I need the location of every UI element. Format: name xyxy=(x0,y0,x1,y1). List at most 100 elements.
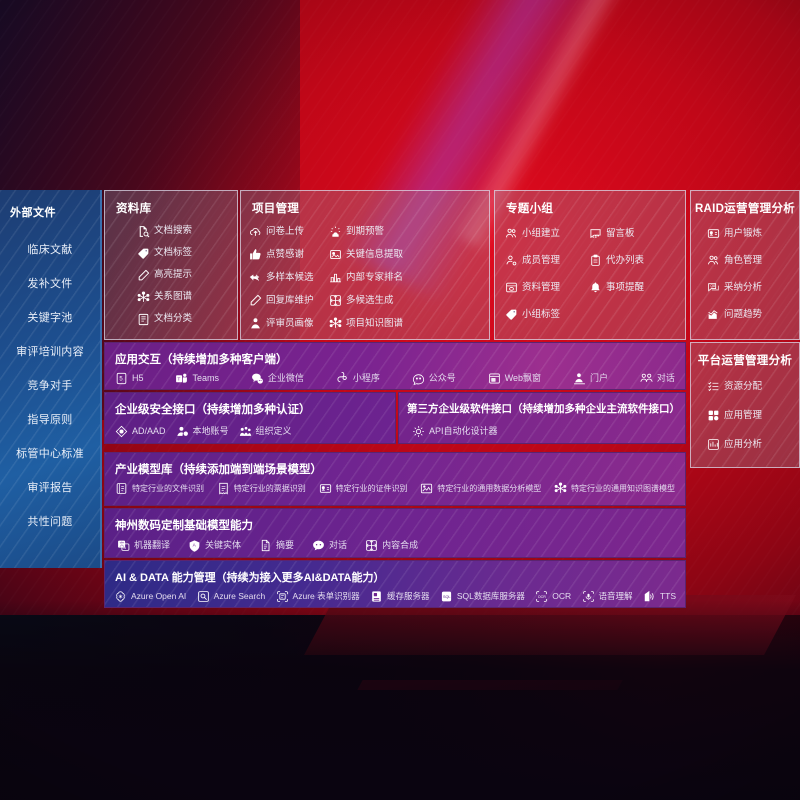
item-web-floating-window[interactable]: Web飘窗 xyxy=(488,370,541,387)
sidebar-item-review-report[interactable]: 审评报告 xyxy=(27,482,73,494)
file-recognition-icon xyxy=(115,482,128,495)
item-internal-expert-ranking[interactable]: 内部专家排名 xyxy=(327,266,407,289)
item-document-tag[interactable]: 文档标签 xyxy=(135,242,237,264)
item-issue-trend[interactable]: 问题趋势 xyxy=(705,301,799,328)
item-id-recognition[interactable]: 特定行业的证件识别 xyxy=(319,480,408,497)
chat-icon xyxy=(312,539,325,552)
panel-library: 资料库 文档搜索 文档标签 高亮提示 关系图谱 文档分类 xyxy=(104,190,238,340)
item-label: 多样本候选 xyxy=(266,271,314,283)
item-label: 组织定义 xyxy=(255,426,292,436)
item-file-recognition[interactable]: 特定行业的文件识别 xyxy=(115,480,204,497)
sidebar-item-competitors[interactable]: 竞争对手 xyxy=(27,380,73,392)
item-adoption-analysis[interactable]: QA 采纳分析 xyxy=(705,274,799,301)
item-receipt-recognition[interactable]: 特定行业的票据识别 xyxy=(217,480,306,497)
band-app-interaction: 应用交互（持续增加多种客户端） 5 H5 T Teams 企业微信 小程序 公众… xyxy=(104,342,686,390)
item-resource-allocation[interactable]: 资源分配 xyxy=(705,372,799,401)
band-third-party-items: API自动化设计器 xyxy=(399,419,685,443)
clipboard-task-icon xyxy=(589,254,602,267)
item-multi-candidate-generation[interactable]: 多候选生成 xyxy=(327,289,407,312)
item-azure-openai[interactable]: Azure Open AI xyxy=(114,588,186,605)
item-group-tag[interactable]: 小组标签 xyxy=(503,301,587,328)
item-label: 高亮提示 xyxy=(154,269,193,281)
cloud-upload-icon xyxy=(249,225,262,238)
item-org-definition[interactable]: 组织定义 xyxy=(237,422,300,441)
item-speech-understanding[interactable]: 语音理解 xyxy=(582,588,633,605)
item-message-board[interactable]: 留言板 xyxy=(587,220,671,247)
item-local-account[interactable]: 本地账号 xyxy=(174,422,237,441)
item-app-analysis[interactable]: 应用分析 xyxy=(705,430,799,459)
item-app-management[interactable]: 应用管理 xyxy=(705,401,799,430)
item-chat[interactable]: 对话 xyxy=(310,536,363,555)
item-item-reminder[interactable]: 事项提醒 xyxy=(587,274,671,301)
sidebar-item-clinical-literature[interactable]: 临床文献 xyxy=(27,244,73,256)
item-key-entity[interactable]: A 关键实体 xyxy=(186,536,257,555)
item-label: 文档标签 xyxy=(154,247,193,259)
sidebar-title: 外部文件 xyxy=(10,207,56,219)
item-highlight-hint[interactable]: 高亮提示 xyxy=(135,264,237,286)
item-user-training[interactable]: 用户锻炼 xyxy=(705,220,799,247)
item-multi-sample-candidates[interactable]: 多样本候选 xyxy=(247,266,327,289)
item-ocr[interactable]: OCR OCR xyxy=(535,588,571,605)
item-key-info-extract[interactable]: 关键信息提取 xyxy=(327,243,407,266)
item-api-designer[interactable]: API自动化设计器 xyxy=(407,421,503,442)
item-label: 关键实体 xyxy=(205,540,242,550)
item-group-creation[interactable]: 小组建立 xyxy=(503,220,587,247)
item-official-account[interactable]: 公众号 xyxy=(412,370,456,387)
item-label: 资源分配 xyxy=(724,380,763,392)
sidebar-item-review-training[interactable]: 审评培训内容 xyxy=(16,346,84,358)
item-data-analysis-model[interactable]: 特定行业的通用数据分析模型 xyxy=(420,480,541,497)
panel-project-management: 项目管理 问卷上传 到期预警 点赞感谢 关键信息提取 多样本候选 xyxy=(240,190,490,340)
search-box-icon xyxy=(197,590,210,603)
item-h5[interactable]: 5 H5 xyxy=(115,370,144,387)
item-reply-library-maintenance[interactable]: 回复库维护 xyxy=(247,289,327,312)
id-recognition-icon xyxy=(319,482,332,495)
message-board-icon xyxy=(589,227,602,240)
item-label: 小组标签 xyxy=(522,308,561,320)
item-todo-list[interactable]: 代办列表 xyxy=(587,247,671,274)
item-relation-graph[interactable]: 关系图谱 xyxy=(135,286,237,308)
item-knowledge-graph-model[interactable]: 特定行业的通用知识图谱模型 xyxy=(554,480,675,497)
panel-topic-group: 专题小组 小组建立 留言板 成员管理 代办列表 资料管理 xyxy=(494,190,686,340)
item-ad-aad[interactable]: AD/AAD xyxy=(113,422,174,441)
org-definition-icon xyxy=(239,425,252,438)
item-teams[interactable]: T Teams xyxy=(175,370,219,387)
item-label: 特定行业的文件识别 xyxy=(132,483,204,493)
item-sql-database-server[interactable]: SQL SQL数据库服务器 xyxy=(440,588,525,605)
item-document-search[interactable]: 文档搜索 xyxy=(135,220,237,242)
panel-group-items: 小组建立 留言板 成员管理 代办列表 资料管理 事项提醒 xyxy=(495,220,685,328)
item-label: Azure 表单识别器 xyxy=(292,591,360,602)
item-due-warning[interactable]: 到期预警 xyxy=(327,220,407,243)
item-like-thanks[interactable]: 点赞感谢 xyxy=(247,243,327,266)
item-wechat-work[interactable]: 企业微信 xyxy=(251,370,304,387)
openai-icon xyxy=(114,590,127,603)
item-label: 应用管理 xyxy=(724,409,763,421)
item-azure-form-recognizer[interactable]: Azure 表单识别器 xyxy=(276,588,360,605)
item-content-synthesis[interactable]: 内容合成 xyxy=(363,536,434,555)
item-document-classification[interactable]: 文档分类 xyxy=(135,308,237,330)
sidebar-item-guidelines[interactable]: 指导原则 xyxy=(27,414,73,426)
item-material-management[interactable]: 资料管理 xyxy=(503,274,587,301)
item-reviewer-portrait[interactable]: 评审员画像 xyxy=(247,312,327,335)
official-account-icon xyxy=(412,372,425,385)
tts-icon xyxy=(643,590,656,603)
item-portal[interactable]: 门户 xyxy=(573,370,608,387)
sidebar-item-keyword-pool[interactable]: 关键字池 xyxy=(27,312,73,324)
item-questionnaire-upload[interactable]: 问卷上传 xyxy=(247,220,327,243)
item-tts[interactable]: TTS xyxy=(643,588,676,605)
item-role-management[interactable]: 角色管理 xyxy=(705,247,799,274)
item-summary[interactable]: 摘要 xyxy=(257,536,310,555)
item-mini-program[interactable]: 小程序 xyxy=(336,370,380,387)
web-window-icon xyxy=(488,372,501,385)
item-dialog[interactable]: 对话 xyxy=(640,370,675,387)
item-project-knowledge-graph[interactable]: 项目知识图谱 xyxy=(327,312,407,335)
item-member-management[interactable]: 成员管理 xyxy=(503,247,587,274)
sidebar-item-common-issues[interactable]: 共性问题 xyxy=(27,516,73,528)
item-azure-search[interactable]: Azure Search xyxy=(197,588,265,605)
band-industry-model-library: 产业模型库（持续添加端到端场景模型） 特定行业的文件识别 特定行业的票据识别 特… xyxy=(104,452,686,506)
item-one-click-adopt[interactable]: 一键采纳 xyxy=(247,335,327,339)
band-industry-title: 产业模型库（持续添加端到端场景模型） xyxy=(115,464,322,476)
sidebar-item-supplement-documents[interactable]: 发补文件 xyxy=(27,278,73,290)
item-cache-server[interactable]: 缓存服务器 xyxy=(370,588,430,605)
sidebar-item-standards-center[interactable]: 标管中心标准 xyxy=(16,448,84,460)
